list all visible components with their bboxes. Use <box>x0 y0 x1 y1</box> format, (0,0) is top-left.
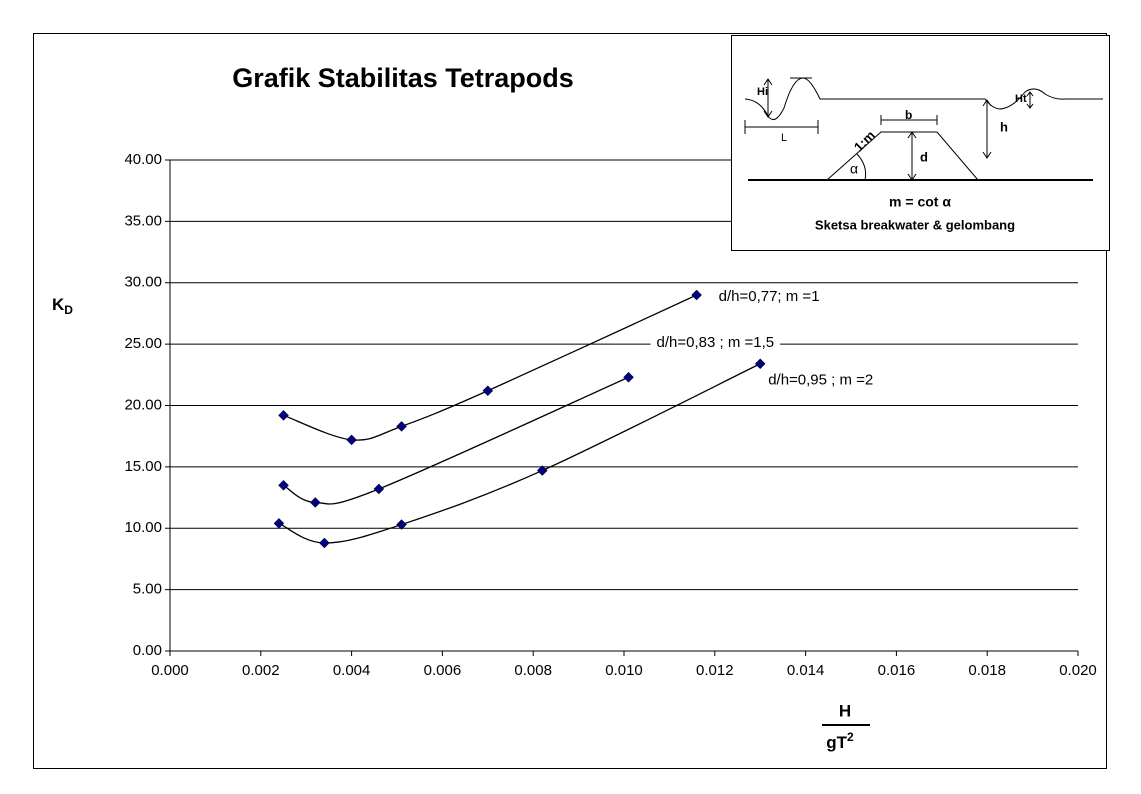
data-point <box>346 434 357 446</box>
inset-sketch: Hi L Ht 1:m b h d α m = cot α Sketsa bre… <box>731 35 1110 251</box>
inset-formula: m = cot α <box>889 194 951 210</box>
series-label: d/h=0,95 ; m =2 <box>768 372 873 389</box>
y-tick-label: 25.00 <box>124 335 162 352</box>
x-label-denominator: gT2 <box>826 730 854 752</box>
x-tick-label: 0.000 <box>151 662 189 679</box>
data-point <box>373 483 385 495</box>
series-label-bg <box>650 332 781 355</box>
x-tick-label: 0.012 <box>696 662 734 679</box>
x-tick-label: 0.006 <box>424 662 462 679</box>
y-tick-label: 15.00 <box>124 458 162 475</box>
series-line <box>283 294 697 441</box>
y-tick-label: 30.00 <box>124 274 162 291</box>
chart-title: Grafik Stabilitas Tetrapods <box>232 63 574 93</box>
x-label-numerator: H <box>839 701 851 720</box>
data-point <box>278 409 289 421</box>
data-point <box>309 497 321 508</box>
series-label: d/h=0,77; m =1 <box>719 288 820 305</box>
inset-label: α <box>850 161 858 177</box>
data-point <box>691 289 702 301</box>
inset-frame <box>731 35 1110 251</box>
x-tick-label: 0.002 <box>242 662 280 679</box>
x-tick-label: 0.010 <box>605 662 643 679</box>
inset-shapes <box>744 77 1103 181</box>
data-point <box>623 371 634 383</box>
y-tick-label: 40.00 <box>124 151 162 168</box>
x-tick-label: 0.014 <box>787 662 825 679</box>
series-label-bg <box>712 286 826 309</box>
inset-label: b <box>905 108 912 122</box>
x-tick-label: 0.004 <box>333 662 371 679</box>
data-point <box>482 385 494 397</box>
data-point <box>754 358 766 370</box>
y-label-main: K <box>52 295 65 314</box>
data-point <box>273 517 285 529</box>
y-tick-label: 20.00 <box>124 396 162 413</box>
x-tick-label: 0.020 <box>1059 662 1097 679</box>
y-tick-label: 35.00 <box>124 212 162 229</box>
plot-area: 0.00 5.00 10.00 15.00 20.00 25.00 30.00 35.00 40… <box>124 151 1096 679</box>
y-axis-label: KD <box>52 295 73 317</box>
x-label-sup: 2 <box>847 730 854 744</box>
y-label-sub: D <box>64 303 73 317</box>
x-axis-label: H gT2 <box>822 701 870 752</box>
data-point <box>396 421 407 432</box>
data-point <box>396 519 407 530</box>
x-tick-label: 0.016 <box>878 662 916 679</box>
inset-label: h <box>1000 119 1008 134</box>
x-tick-label: 0.018 <box>968 662 1006 679</box>
inset-label: Ht <box>1015 93 1027 105</box>
series-label: d/h=0,83 ; m =1,5 <box>657 334 775 351</box>
inset-label: L <box>781 132 787 144</box>
y-tick-label: 5.00 <box>133 581 162 598</box>
inset-label: d <box>920 149 928 164</box>
data-point <box>319 537 330 549</box>
inset-caption: Sketsa breakwater & gelombang <box>815 217 1015 232</box>
series-label-bg <box>762 369 880 392</box>
data-point <box>536 465 548 476</box>
x-tick-label: 0.008 <box>514 662 552 679</box>
y-tick-label: 10.00 <box>124 519 162 536</box>
x-label-den-main: gT <box>826 733 847 752</box>
y-tick-label: 0.00 <box>133 642 162 659</box>
data-point <box>278 479 289 491</box>
inset-label: Hi <box>757 86 768 98</box>
